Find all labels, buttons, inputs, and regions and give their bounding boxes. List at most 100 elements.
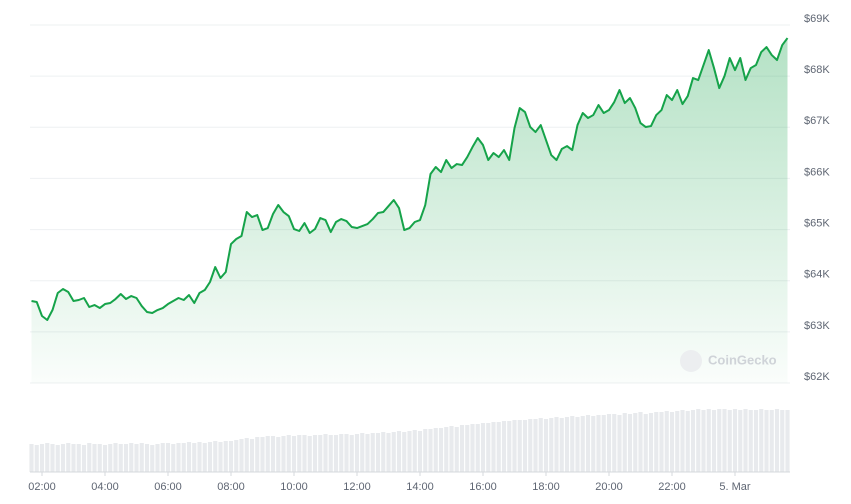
volume-bar xyxy=(150,445,155,472)
volume-bar xyxy=(449,426,454,472)
volume-bar xyxy=(118,444,123,472)
volume-bar xyxy=(207,442,213,472)
volume-bar xyxy=(470,424,475,472)
volume-bar xyxy=(323,434,328,472)
watermark-icon xyxy=(680,350,702,372)
volume-bar xyxy=(433,428,438,472)
volume-bar xyxy=(386,433,391,472)
volume-bar xyxy=(680,410,685,472)
volume-bar xyxy=(496,422,501,472)
volume-bar xyxy=(423,429,428,472)
x-tick-label: 04:00 xyxy=(91,481,119,493)
volume-bar xyxy=(575,417,580,472)
volume-bar xyxy=(685,411,690,472)
volume-bar xyxy=(417,431,423,472)
volume-bar xyxy=(181,443,186,472)
volume-bar xyxy=(144,444,150,472)
volume-bar xyxy=(97,444,102,472)
y-tick-label: $66K xyxy=(804,166,830,178)
volume-bar xyxy=(39,444,45,472)
volume-bar xyxy=(764,410,769,472)
volume-bar xyxy=(29,444,34,472)
volume-bar xyxy=(354,434,360,472)
volume-bar xyxy=(486,423,491,472)
volume-bar xyxy=(580,416,585,472)
x-tick-label: 22:00 xyxy=(658,481,686,493)
volume-bar xyxy=(113,443,118,472)
volume-bar xyxy=(249,439,255,472)
volume-bar xyxy=(491,422,496,472)
volume-bar xyxy=(81,445,87,472)
volume-bar xyxy=(480,423,486,472)
volume-bar xyxy=(365,434,370,472)
volume-bar xyxy=(475,424,480,472)
volume-bar xyxy=(780,410,785,472)
volume-bar xyxy=(748,410,753,472)
volume-bar xyxy=(228,441,234,472)
x-tick-label: 16:00 xyxy=(469,481,497,493)
volume-bar xyxy=(55,445,60,472)
volume-bar xyxy=(213,441,218,472)
volume-bar xyxy=(591,416,596,472)
volume-bar xyxy=(281,436,286,472)
volume-bar xyxy=(218,442,223,472)
volume-bar xyxy=(312,435,318,472)
volume-bar xyxy=(34,445,39,472)
volume-bar xyxy=(554,417,559,472)
volume-bar xyxy=(155,444,160,472)
volume-bar xyxy=(344,434,349,472)
x-tick-label: 12:00 xyxy=(343,481,371,493)
volume-bar xyxy=(617,415,622,472)
y-tick-label: $63K xyxy=(804,320,830,332)
y-tick-label: $65K xyxy=(804,217,830,229)
volume-bar xyxy=(71,444,76,472)
volume-bar xyxy=(528,419,533,472)
volume-bar xyxy=(690,410,696,472)
volume-bar xyxy=(664,411,669,472)
volume-bar xyxy=(669,412,675,472)
volume-bar xyxy=(654,412,659,472)
volume-bar xyxy=(412,430,417,472)
volume-bar xyxy=(186,442,192,472)
x-tick-label: 5. Mar xyxy=(719,481,751,493)
y-tick-label: $69K xyxy=(804,13,830,25)
volume-bar xyxy=(102,445,108,472)
volume-bar xyxy=(549,418,554,472)
volume-bar xyxy=(176,443,181,472)
volume-bar xyxy=(711,410,717,472)
volume-bar xyxy=(87,443,92,472)
volume-bar xyxy=(696,409,701,472)
volume-bar xyxy=(638,412,643,472)
volume-bar xyxy=(512,420,517,472)
volume-bar xyxy=(507,421,512,472)
volume-bar xyxy=(612,414,617,472)
volume-bar xyxy=(659,412,664,472)
volume-bar xyxy=(123,444,129,472)
volume-bar xyxy=(134,444,139,472)
x-tick-label: 18:00 xyxy=(532,481,560,493)
volume-bar xyxy=(570,416,575,472)
volume-bar xyxy=(622,413,627,472)
volume-bar xyxy=(627,414,633,472)
volume-bar xyxy=(533,419,538,472)
volume-bar xyxy=(202,443,207,472)
volume-bar xyxy=(139,443,144,472)
volume-bar xyxy=(522,420,528,472)
volume-bar xyxy=(454,427,459,472)
volume-bar xyxy=(402,432,407,472)
volume-bar xyxy=(60,444,66,472)
volume-bar xyxy=(244,438,249,472)
volume-bar xyxy=(738,410,743,472)
volume-bar xyxy=(297,435,302,472)
volume-bar xyxy=(66,443,71,472)
volume-bar xyxy=(701,410,706,472)
volume-bar xyxy=(438,428,444,472)
volume-bar xyxy=(381,432,386,472)
volume-bar xyxy=(239,439,244,472)
volume-bar xyxy=(648,413,654,472)
watermark: CoinGecko xyxy=(680,350,777,372)
volume-bar xyxy=(538,418,543,472)
volume-bar xyxy=(108,444,113,472)
volume-bar xyxy=(333,435,339,472)
